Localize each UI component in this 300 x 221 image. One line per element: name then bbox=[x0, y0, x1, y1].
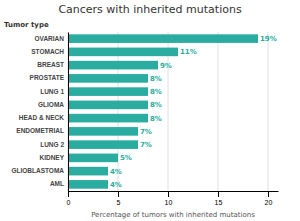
data-label: 5% bbox=[120, 154, 132, 162]
y-tick-label: LUNG 1 bbox=[40, 88, 64, 95]
x-tick: 0 bbox=[67, 191, 71, 206]
y-tick: LUNG 2 bbox=[40, 141, 68, 148]
grid-line bbox=[68, 32, 69, 191]
x-tick-mark bbox=[68, 191, 69, 197]
y-tick: KIDNEY bbox=[39, 154, 68, 161]
x-tick: 5 bbox=[117, 191, 121, 206]
y-tick-label: KIDNEY bbox=[39, 154, 64, 161]
x-tick-mark bbox=[118, 191, 119, 197]
y-tick: GLIOMA bbox=[38, 101, 68, 108]
data-label: 7% bbox=[140, 128, 152, 136]
y-tick: AML bbox=[50, 180, 68, 187]
x-axis: 0 5 10 15 20 bbox=[67, 191, 279, 206]
y-tick-label: AML bbox=[50, 180, 64, 187]
y-tick-label: STOMACH bbox=[31, 48, 64, 55]
y-tick-label: HEAD & NECK bbox=[19, 114, 64, 121]
grid bbox=[68, 32, 268, 191]
chart: 19% 11% 9% 8% 8% 8% 8% 7% 7% 5% 4% 4% 0 5 10 15 20 OVARIA… bbox=[0, 0, 300, 221]
y-tick: LUNG 1 bbox=[40, 88, 68, 95]
data-labels: 19% 11% 9% 8% 8% 8% 8% 7% 7% 5% 4% 4% bbox=[110, 35, 277, 189]
y-tick: HEAD & NECK bbox=[19, 114, 68, 121]
x-tick-label: 5 bbox=[117, 199, 121, 206]
y-tick: BREAST bbox=[37, 61, 68, 68]
x-tick-label: 20 bbox=[265, 199, 273, 206]
plot: 19% 11% 9% 8% 8% 8% 8% 7% 7% 5% 4% 4% 0 5 10 15 20 OVARIA… bbox=[11, 32, 278, 206]
bars bbox=[68, 34, 258, 188]
x-tick: 15 bbox=[215, 191, 223, 206]
y-tick: ENDOMETRIAL bbox=[16, 127, 68, 134]
data-label: 8% bbox=[150, 88, 162, 96]
bar bbox=[68, 140, 138, 149]
y-axis-title: Tumor type bbox=[4, 21, 49, 29]
data-label: 8% bbox=[150, 101, 162, 109]
bar bbox=[68, 114, 148, 123]
grid-line bbox=[218, 32, 219, 191]
bar bbox=[68, 101, 148, 110]
data-label: 7% bbox=[140, 141, 152, 149]
bar bbox=[68, 48, 178, 57]
bar bbox=[68, 87, 148, 96]
y-tick-label: PROSTATE bbox=[30, 74, 65, 81]
y-tick-label: OVARIAN bbox=[35, 35, 65, 42]
y-tick: STOMACH bbox=[31, 48, 68, 55]
data-label: 4% bbox=[110, 181, 122, 189]
bar bbox=[68, 154, 118, 163]
title: Cancers with inherited mutations bbox=[58, 3, 242, 16]
x-tick-label: 10 bbox=[165, 199, 173, 206]
y-tick-label: GLIOMA bbox=[38, 101, 64, 108]
y-tick-label: LUNG 2 bbox=[40, 141, 64, 148]
y-tick: GLIOBLASTOMA bbox=[11, 167, 68, 174]
x-tick: 20 bbox=[265, 191, 273, 206]
bar bbox=[68, 127, 138, 136]
y-tick-label: ENDOMETRIAL bbox=[16, 127, 64, 134]
data-label: 9% bbox=[160, 62, 172, 70]
data-label: 11% bbox=[180, 48, 197, 56]
x-axis-line bbox=[69, 191, 279, 192]
y-tick: PROSTATE bbox=[30, 74, 68, 81]
data-label: 8% bbox=[150, 115, 162, 123]
data-label: 4% bbox=[110, 168, 122, 176]
y-axis: OVARIAN STOMACH BREAST PROSTATE LUNG 1 GLIOMA… bbox=[11, 33, 68, 192]
x-tick-mark bbox=[218, 191, 219, 197]
data-label: 8% bbox=[150, 75, 162, 83]
x-tick-mark bbox=[168, 191, 169, 197]
y-tick: OVARIAN bbox=[35, 35, 69, 42]
x-tick-label: 15 bbox=[215, 199, 223, 206]
x-tick-mark bbox=[268, 191, 269, 197]
x-axis-title: Percentage of tumors with inherited muta… bbox=[91, 211, 255, 219]
bar bbox=[68, 34, 258, 43]
y-tick-label: BREAST bbox=[37, 61, 64, 68]
bar bbox=[68, 167, 108, 176]
y-tick-label: GLIOBLASTOMA bbox=[11, 167, 64, 174]
grid-line bbox=[268, 32, 269, 191]
bar bbox=[68, 180, 108, 189]
bar bbox=[68, 61, 158, 70]
x-tick: 10 bbox=[165, 191, 173, 206]
y-axis-line bbox=[68, 33, 69, 192]
data-label: 19% bbox=[260, 35, 277, 43]
x-tick-label: 0 bbox=[67, 199, 71, 206]
bar bbox=[68, 74, 148, 83]
